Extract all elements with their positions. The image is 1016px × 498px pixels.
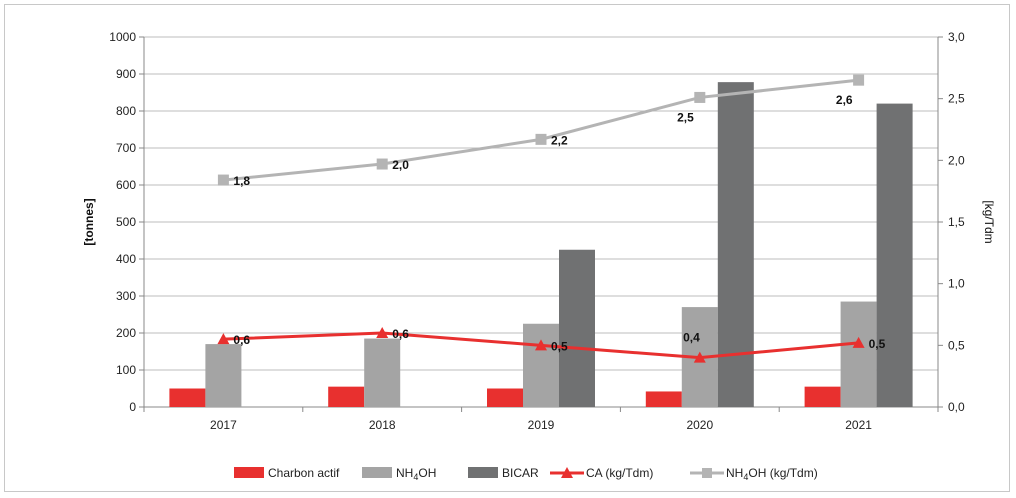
x-tick-label: 2019 [528, 418, 555, 432]
x-tick-label: 2020 [686, 418, 713, 432]
legend-label: NH4OH [396, 466, 436, 482]
data-label: 0,5 [869, 337, 886, 351]
triangle-marker [693, 351, 706, 363]
y-tick-label: 500 [116, 215, 136, 229]
square-marker [217, 174, 229, 186]
square-marker [376, 158, 388, 170]
data-label: 0,4 [683, 331, 700, 345]
y2-tick-label: 3,0 [948, 30, 965, 44]
y2-tick-label: 2,0 [948, 153, 965, 167]
chart-frame [4, 4, 1010, 492]
y-tick-label: 700 [116, 141, 136, 155]
bar-nh4oh [364, 338, 401, 407]
data-label: 0,6 [233, 333, 250, 347]
y-tick-label: 800 [116, 104, 136, 118]
bar-nh4oh [840, 301, 877, 407]
data-label: 0,6 [392, 327, 409, 341]
bar-bicar [559, 249, 595, 407]
x-tick-label: 2021 [845, 418, 872, 432]
y2-tick-label: 1,5 [948, 215, 965, 229]
square-marker [535, 133, 547, 145]
data-label: 2,2 [551, 133, 568, 147]
y-tick-label: 0 [129, 400, 136, 414]
legend-label: Charbon actif [268, 466, 340, 480]
y2-tick-label: 2,5 [948, 92, 965, 106]
y2-tick-label: 0,0 [948, 400, 965, 414]
x-tick-label: 2018 [369, 418, 396, 432]
data-label: 0,5 [551, 339, 568, 353]
x-tick-label: 2017 [210, 418, 237, 432]
triangle-marker [535, 339, 547, 351]
bar-charbon-actif [328, 386, 365, 407]
bar-nh4oh [205, 344, 242, 407]
triangle-marker [376, 327, 389, 338]
bar-bicar [717, 82, 754, 407]
y2-tick-label: 0,5 [948, 338, 965, 352]
bar-bicar [876, 103, 913, 407]
legend-swatch [362, 467, 392, 478]
y-tick-label: 300 [116, 289, 136, 303]
triangle-marker [852, 336, 865, 348]
data-label: 2,0 [392, 158, 409, 172]
y-tick-label: 100 [116, 363, 136, 377]
bar-charbon-actif [645, 391, 682, 407]
bar-charbon-actif [487, 388, 523, 407]
y2-axis-title: [kg/Tdm [982, 200, 996, 243]
square-marker [694, 91, 706, 103]
y-tick-label: 400 [116, 252, 136, 266]
data-label: 1,8 [233, 174, 250, 188]
legend-swatch [468, 467, 498, 478]
data-label: 2,6 [836, 93, 853, 107]
legend-triangle-marker [561, 467, 573, 478]
legend-square-marker [702, 468, 712, 478]
data-label: 2,5 [677, 110, 694, 124]
line-series-1 [223, 78, 859, 182]
triangle-marker [217, 333, 230, 345]
legend-label: NH4OH (kg/Tdm) [726, 466, 818, 482]
legend-label: CA (kg/Tdm) [586, 466, 653, 480]
y-tick-label: 600 [116, 178, 136, 192]
legend-label: BICAR [502, 466, 539, 480]
y2-tick-label: 1,0 [948, 277, 965, 291]
legend-swatch [234, 467, 264, 478]
y-tick-label: 900 [116, 67, 136, 81]
y-tick-label: 1000 [109, 30, 136, 44]
square-marker [853, 74, 865, 86]
bar-nh4oh [523, 323, 559, 407]
y-axis-title: [tonnes] [82, 198, 96, 245]
bar-charbon-actif [169, 388, 206, 407]
bar-charbon-actif [804, 386, 841, 407]
y-tick-label: 200 [116, 326, 136, 340]
